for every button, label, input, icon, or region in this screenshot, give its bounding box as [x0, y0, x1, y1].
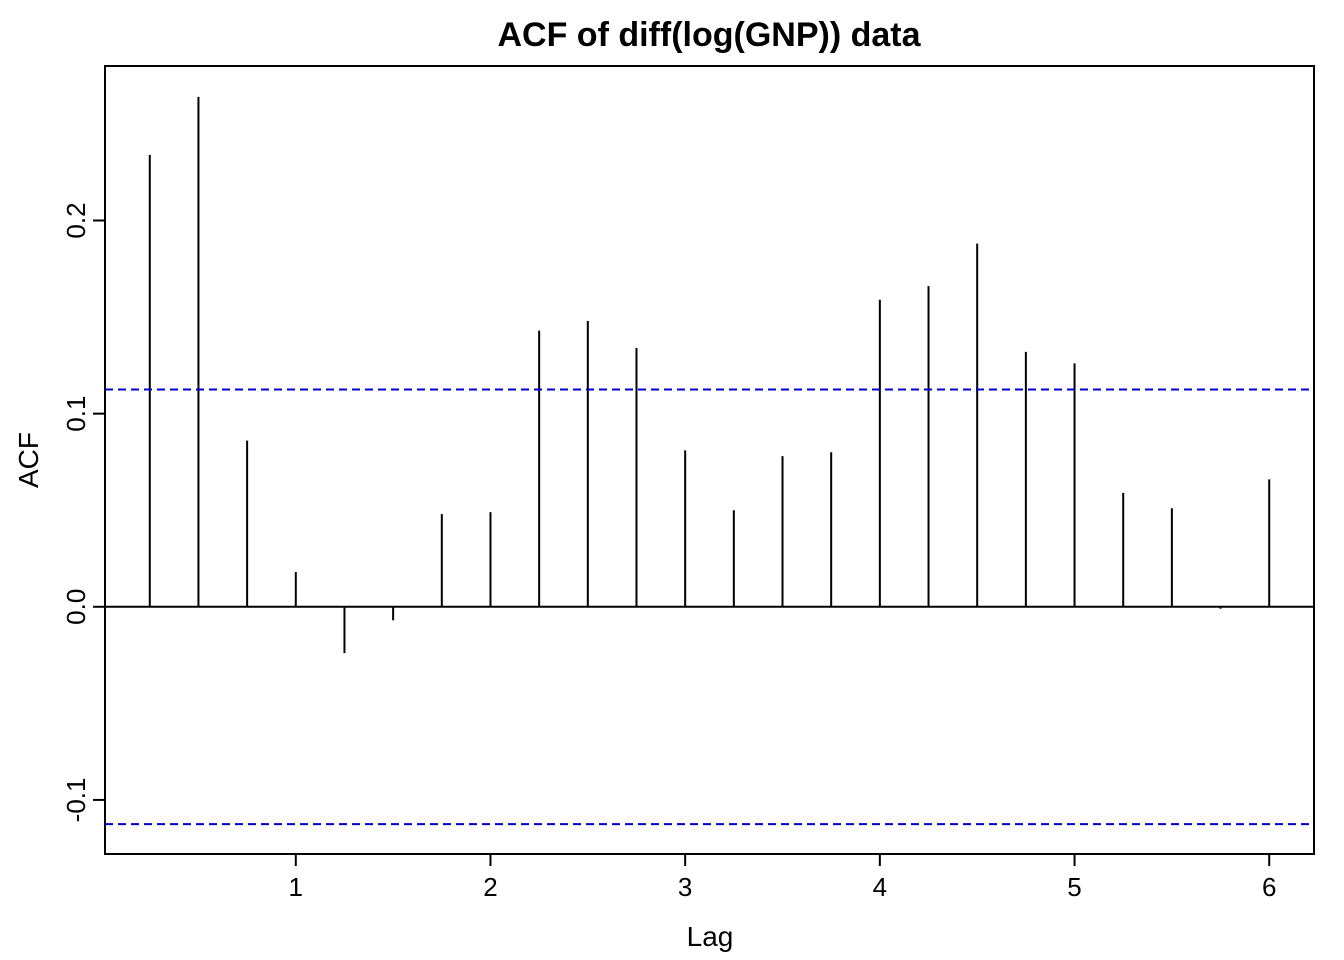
x-tick-label: 4 [873, 872, 887, 902]
x-tick-label: 1 [289, 872, 303, 902]
y-axis-label: ACF [13, 432, 44, 488]
x-tick-label: 3 [678, 872, 692, 902]
y-axis: -0.1 0.0 0.1 0.2 [61, 202, 105, 822]
y-tick-label: 0.2 [61, 202, 91, 238]
plot-frame [104, 65, 1315, 855]
x-tick-label: 5 [1067, 872, 1081, 902]
chart-title: ACF of diff(log(GNP)) data [497, 16, 921, 54]
y-tick-label: 0.1 [61, 396, 91, 432]
x-axis: 1 2 3 4 5 6 [289, 854, 1276, 902]
y-tick-label: 0.0 [61, 589, 91, 625]
x-tick-label: 6 [1262, 872, 1276, 902]
x-axis-label: Lag [687, 921, 734, 952]
acf-bars [148, 96, 1271, 654]
x-tick-label: 2 [483, 872, 497, 902]
y-tick-label: -0.1 [61, 778, 91, 823]
